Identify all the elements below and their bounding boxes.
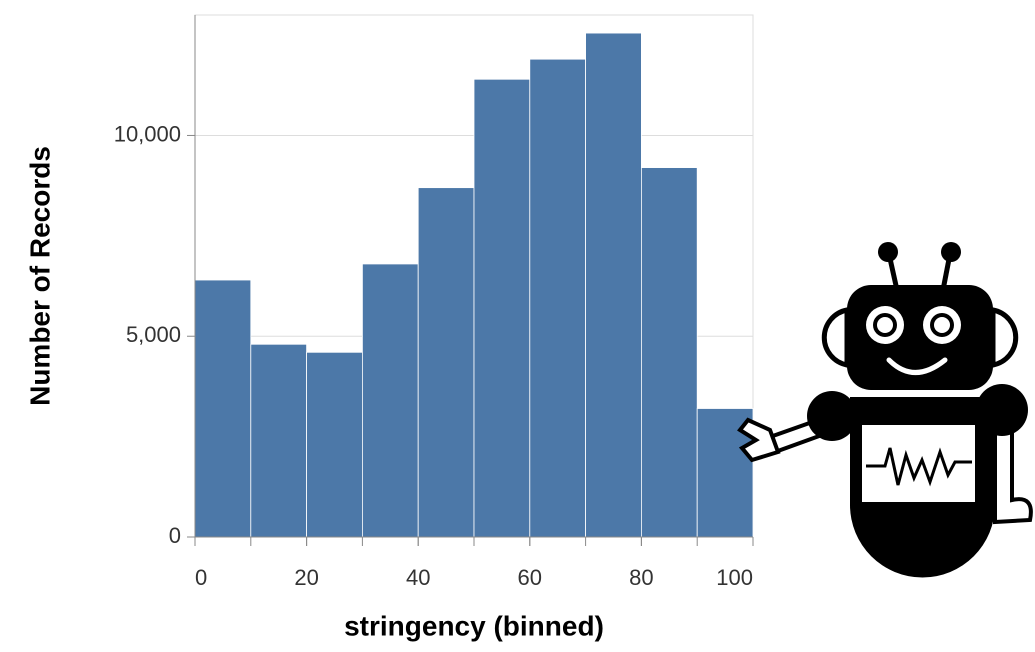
x-tick-label: 60 (518, 565, 542, 590)
bar (361, 263, 419, 538)
x-tick-label: 20 (294, 565, 318, 590)
bar (417, 187, 475, 538)
x-tick-label: 0 (195, 565, 207, 590)
x-axis-title: stringency (binned) (344, 610, 604, 641)
bar (250, 343, 308, 538)
y-tick-label: 10,000 (114, 121, 181, 146)
bar (473, 78, 531, 538)
bar (585, 32, 642, 538)
bar (306, 351, 363, 538)
x-tick-label: 40 (406, 565, 430, 590)
bar (194, 279, 252, 538)
y-tick-label: 0 (169, 523, 181, 548)
x-tick-label: 80 (629, 565, 653, 590)
x-tick-label: 100 (716, 565, 753, 590)
robot-illustration (737, 242, 1033, 578)
y-tick-label: 5,000 (126, 322, 181, 347)
y-axis-title: Number of Records (24, 146, 55, 406)
bar (641, 167, 698, 538)
bar (529, 58, 586, 538)
